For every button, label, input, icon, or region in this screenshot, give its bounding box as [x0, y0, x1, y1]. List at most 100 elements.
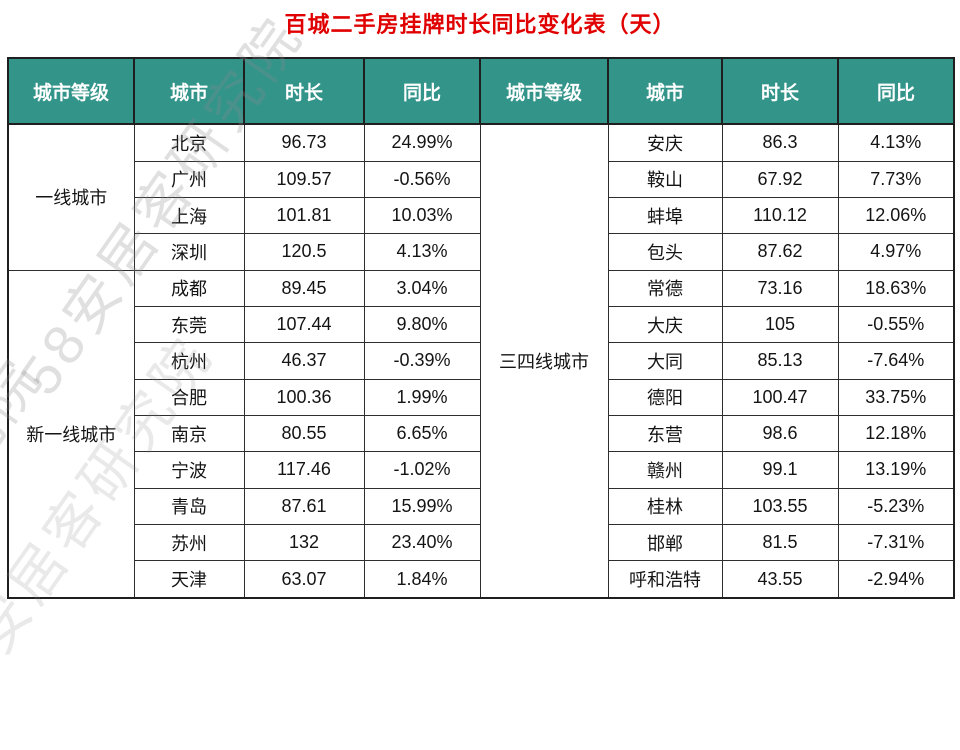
duration-cell: 120.5: [243, 233, 365, 271]
duration-cell: 110.12: [721, 196, 839, 235]
yoy-cell: 15.99%: [363, 487, 481, 525]
city-cell: 赣州: [607, 451, 723, 489]
yoy-cell: -0.56%: [363, 160, 481, 198]
yoy-cell: 24.99%: [363, 123, 481, 162]
city-cell: 呼和浩特: [607, 560, 723, 599]
city-cell: 安庆: [607, 123, 723, 162]
yoy-cell: -5.23%: [837, 487, 955, 525]
yoy-cell: 6.65%: [363, 414, 481, 453]
listing-duration-table: 城市等级 城市 时长 同比 城市等级 城市 时长 同比 一线城市 北京 96.73 24.99% 三四…: [7, 57, 955, 599]
yoy-cell: 18.63%: [837, 269, 955, 307]
yoy-cell: 4.13%: [837, 123, 955, 162]
city-cell: 德阳: [607, 378, 723, 416]
yoy-cell: 1.99%: [363, 378, 481, 416]
yoy-cell: 10.03%: [363, 196, 481, 235]
yoy-cell: 7.73%: [837, 160, 955, 198]
column-header: 时长: [243, 57, 365, 125]
yoy-cell: 4.13%: [363, 233, 481, 271]
yoy-cell: -7.31%: [837, 523, 955, 562]
duration-cell: 132: [243, 523, 365, 562]
duration-cell: 100.36: [243, 378, 365, 416]
yoy-cell: 1.84%: [363, 560, 481, 599]
duration-cell: 81.5: [721, 523, 839, 562]
yoy-cell: 12.06%: [837, 196, 955, 235]
duration-cell: 85.13: [721, 342, 839, 380]
tier-cell: 新一线城市: [7, 269, 135, 599]
city-cell: 蚌埠: [607, 196, 723, 235]
city-cell: 宁波: [133, 451, 245, 489]
city-cell: 苏州: [133, 523, 245, 562]
table-row: 一线城市 北京 96.73 24.99% 三四线城市 安庆 86.3 4.13%: [7, 123, 955, 599]
yoy-cell: 3.04%: [363, 269, 481, 307]
duration-cell: 117.46: [243, 451, 365, 489]
city-cell: 东莞: [133, 305, 245, 344]
duration-cell: 87.61: [243, 487, 365, 525]
report-page: { "title": "百城二手房挂牌时长同比变化表（天）", "waterma…: [0, 4, 955, 747]
header-row: 城市等级 城市 时长 同比 城市等级 城市 时长 同比: [7, 57, 955, 125]
city-cell: 深圳: [133, 233, 245, 271]
duration-cell: 99.1: [721, 451, 839, 489]
table-row: 广州 109.57 -0.56% 鞍山 67.92 7.73%: [8, 160, 955, 198]
city-cell: 天津: [133, 560, 245, 599]
city-cell: 杭州: [133, 342, 245, 380]
city-cell: 桂林: [607, 487, 723, 525]
duration-cell: 87.62: [721, 233, 839, 271]
table-row: 新一线城市 成都 89.45 3.04% 常德 73.16 18.63%: [7, 269, 955, 599]
city-cell: 上海: [133, 196, 245, 235]
yoy-cell: -0.39%: [363, 342, 481, 380]
duration-cell: 67.92: [721, 160, 839, 198]
city-cell: 大庆: [607, 305, 723, 344]
city-cell: 广州: [133, 160, 245, 198]
duration-cell: 46.37: [243, 342, 365, 380]
yoy-cell: -0.55%: [837, 305, 955, 344]
yoy-cell: 9.80%: [363, 305, 481, 344]
city-cell: 北京: [133, 123, 245, 162]
yoy-cell: -1.02%: [363, 451, 481, 489]
duration-cell: 103.55: [721, 487, 839, 525]
yoy-cell: -7.64%: [837, 342, 955, 380]
duration-cell: 80.55: [243, 414, 365, 453]
table-row: 东莞 107.44 9.80% 大庆 105 -0.55%: [8, 305, 955, 344]
city-cell: 包头: [607, 233, 723, 271]
duration-cell: 100.47: [721, 378, 839, 416]
column-header: 同比: [363, 57, 481, 125]
tier-cell: 三四线城市: [479, 123, 609, 599]
duration-cell: 98.6: [721, 414, 839, 453]
city-cell: 东营: [607, 414, 723, 453]
column-header: 时长: [721, 57, 839, 125]
table-row: 宁波 117.46 -1.02% 赣州 99.1 13.19%: [8, 451, 955, 489]
column-header: 城市: [133, 57, 245, 125]
duration-cell: 107.44: [243, 305, 365, 344]
table-row: 上海 101.81 10.03% 蚌埠 110.12 12.06%: [8, 196, 955, 235]
city-cell: 常德: [607, 269, 723, 307]
table-row: 杭州 46.37 -0.39% 大同 85.13 -7.64%: [8, 342, 955, 380]
city-cell: 大同: [607, 342, 723, 380]
duration-cell: 89.45: [243, 269, 365, 307]
table-row: 深圳 120.5 4.13% 包头 87.62 4.97%: [8, 233, 955, 271]
column-header: 城市等级: [479, 57, 609, 125]
city-cell: 鞍山: [607, 160, 723, 198]
page-title: 百城二手房挂牌时长同比变化表（天）: [284, 12, 676, 37]
table-row: 青岛 87.61 15.99% 桂林 103.55 -5.23%: [8, 487, 955, 525]
duration-cell: 63.07: [243, 560, 365, 599]
table-row: 天津 63.07 1.84% 呼和浩特 43.55 -2.94%: [8, 560, 955, 599]
duration-cell: 86.3: [721, 123, 839, 162]
city-cell: 南京: [133, 414, 245, 453]
yoy-cell: 13.19%: [837, 451, 955, 489]
duration-cell: 96.73: [243, 123, 365, 162]
duration-cell: 73.16: [721, 269, 839, 307]
yoy-cell: 4.97%: [837, 233, 955, 271]
duration-cell: 109.57: [243, 160, 365, 198]
duration-cell: 43.55: [721, 560, 839, 599]
column-header: 城市等级: [7, 57, 135, 125]
table-row: 合肥 100.36 1.99% 德阳 100.47 33.75%: [8, 378, 955, 416]
table-row: 苏州 132 23.40% 邯郸 81.5 -7.31%: [8, 523, 955, 562]
tier-cell: 一线城市: [7, 123, 135, 271]
yoy-cell: 12.18%: [837, 414, 955, 453]
city-cell: 邯郸: [607, 523, 723, 562]
column-header: 同比: [837, 57, 955, 125]
table-body: 一线城市 北京 96.73 24.99% 三四线城市 安庆 86.3 4.13% 广州 109.5…: [7, 123, 955, 599]
duration-cell: 105: [721, 305, 839, 344]
city-cell: 成都: [133, 269, 245, 307]
yoy-cell: 23.40%: [363, 523, 481, 562]
